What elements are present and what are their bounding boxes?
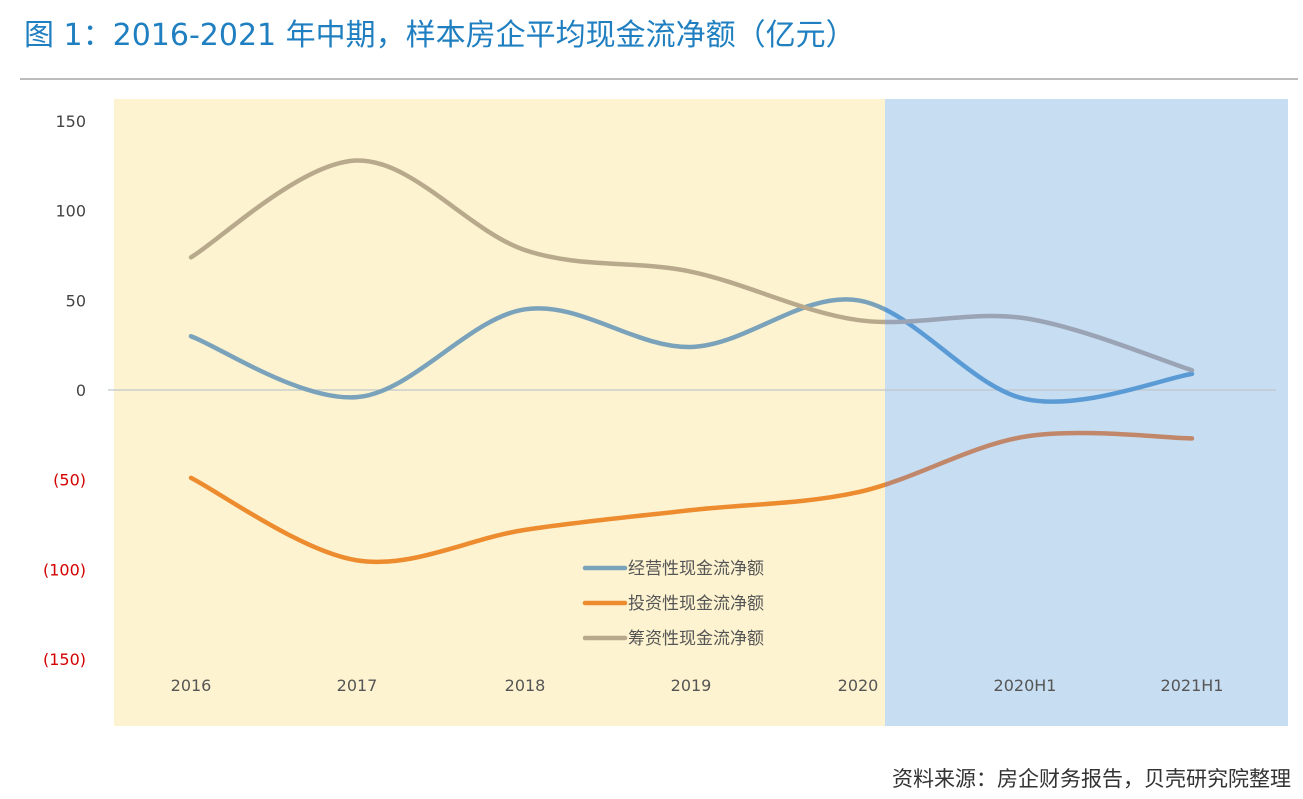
title-divider <box>20 78 1298 80</box>
chart-title: 图 1：2016-2021 年中期，样本房企平均现金流净额（亿元） <box>24 18 856 53</box>
x-tick-label: 2021H1 <box>1161 676 1224 695</box>
legend-label-1: 投资性现金流净额 <box>628 594 764 614</box>
series-line-0 <box>188 297 885 400</box>
x-tick-label: 2018 <box>505 676 546 695</box>
x-tick-label: 2017 <box>337 676 378 695</box>
y-tick-label: 50 <box>66 291 86 310</box>
y-tick-label: (50) <box>53 471 86 490</box>
x-tick-label: 2016 <box>171 676 212 695</box>
x-axis: 2016 2017 2018 2019 2020 2020H1 2021H1 <box>171 676 1224 695</box>
legend-label-2: 筹资性现金流净额 <box>628 629 764 649</box>
y-tick-label: 100 <box>55 202 86 221</box>
y-tick-label: (100) <box>43 560 86 579</box>
interim-period-band <box>885 99 1288 726</box>
series-line-interim-0 <box>885 307 1195 404</box>
series-line-2 <box>188 158 885 325</box>
source-note: 资料来源：房企财务报告，贝壳研究院整理 <box>892 767 1291 791</box>
x-tick-label: 2020H1 <box>994 676 1057 695</box>
legend-label-0: 经营性现金流净额 <box>628 559 764 579</box>
series-line-interim-1 <box>885 430 1195 488</box>
y-tick-label: 0 <box>76 381 86 400</box>
series-lines <box>188 158 1195 565</box>
series-line-1 <box>188 475 885 565</box>
y-tick-label: 150 <box>55 112 86 131</box>
series-line-interim-2 <box>885 313 1195 373</box>
y-tick-label: (150) <box>43 650 86 669</box>
x-tick-label: 2020 <box>838 676 879 695</box>
annual-period-band <box>114 99 885 726</box>
y-axis: 150 100 50 0 (50) (100) (150) <box>43 112 86 669</box>
x-tick-label: 2019 <box>671 676 712 695</box>
